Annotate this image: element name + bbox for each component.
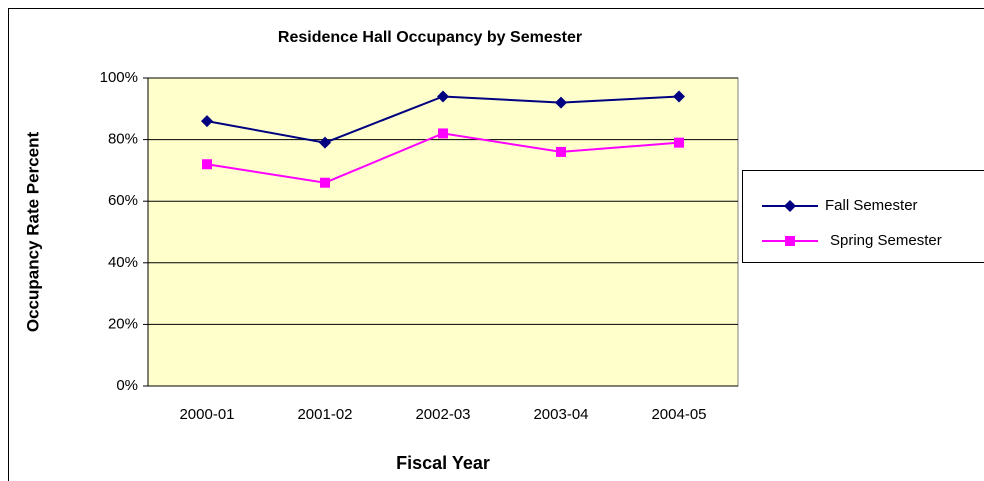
x-axis-title: Fiscal Year	[396, 453, 490, 473]
legend-label: Fall Semester	[825, 197, 918, 214]
legend-marker	[785, 236, 795, 246]
data-point	[319, 136, 331, 149]
plot-area	[147, 77, 739, 387]
y-axis-title: Occupancy Rate Percent	[23, 132, 42, 333]
data-point	[673, 90, 685, 103]
x-tick-label: 2003-04	[533, 406, 588, 423]
legend-box	[742, 170, 984, 263]
chart-title: Residence Hall Occupancy by Semester	[278, 29, 582, 46]
data-point	[555, 96, 567, 109]
x-tick-label: 2002-03	[415, 406, 470, 423]
x-tick-label: 2001-02	[297, 406, 352, 423]
chart-border	[8, 8, 984, 481]
x-tick-label: 2004-05	[651, 406, 706, 423]
data-point	[438, 128, 448, 139]
y-tick-label: 100%	[100, 69, 138, 86]
y-tick-label: 20%	[108, 315, 138, 332]
legend-marker	[784, 200, 796, 212]
data-point	[320, 177, 330, 188]
data-point	[556, 146, 566, 157]
legend-label: Spring Semester	[830, 232, 942, 249]
y-tick-label: 0%	[116, 377, 138, 394]
data-point	[674, 137, 684, 148]
y-tick-label: 80%	[108, 131, 138, 148]
x-tick-label: 2000-01	[179, 406, 234, 423]
data-point	[201, 115, 213, 128]
data-point	[437, 90, 449, 103]
data-point	[202, 159, 212, 170]
y-tick-label: 40%	[108, 254, 138, 271]
y-tick-label: 60%	[108, 192, 138, 209]
